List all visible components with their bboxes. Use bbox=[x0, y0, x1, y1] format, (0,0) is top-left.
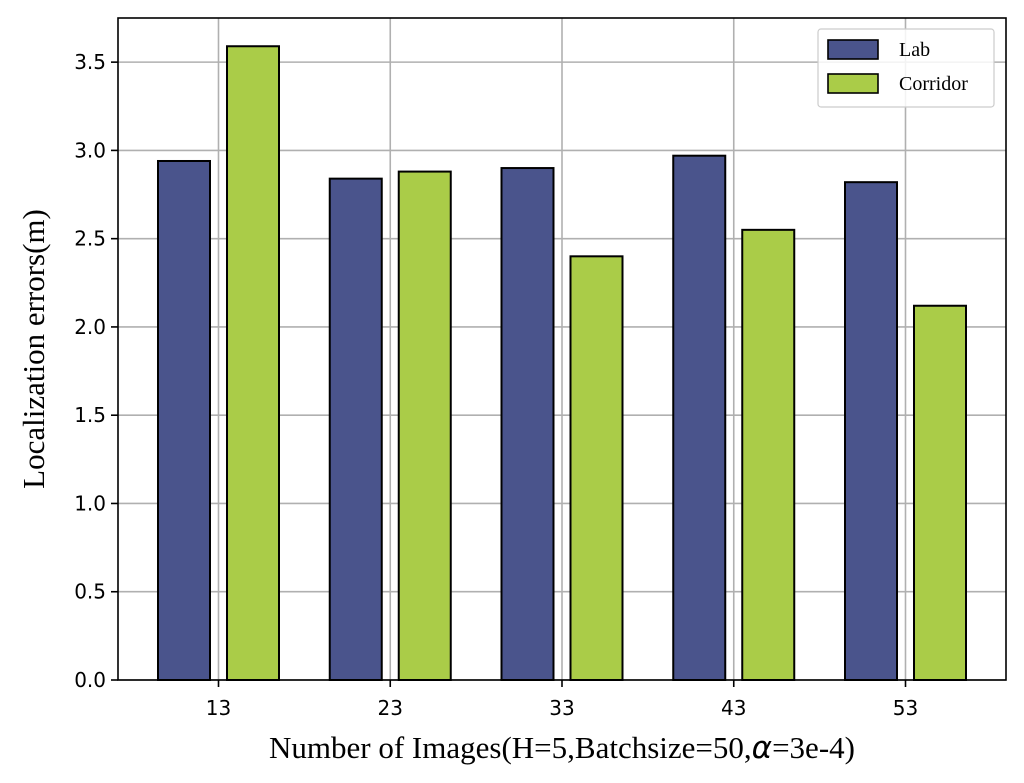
y-tick-label: 2.0 bbox=[74, 315, 106, 339]
x-axis-label: Number of Images(H=5,Batchsize=50,α=3e-4… bbox=[269, 730, 855, 766]
bar-lab-33 bbox=[500, 167, 555, 681]
bar-lab-53 bbox=[844, 181, 898, 681]
y-tick-label: 0.5 bbox=[74, 580, 106, 604]
x-tick-label: 13 bbox=[206, 696, 231, 720]
legend: Lab Corridor bbox=[817, 28, 995, 108]
x-axis-label-suffix: =3e-4) bbox=[772, 730, 855, 765]
bars bbox=[157, 45, 967, 682]
y-axis-ticks: 0.0 0.5 1.0 1.5 2.0 2.5 3.0 3.5 bbox=[74, 50, 118, 692]
x-tick-label: 53 bbox=[893, 696, 918, 720]
bar-corridor-33 bbox=[569, 255, 624, 681]
y-tick-label: 1.5 bbox=[74, 403, 106, 427]
legend-label-lab: Lab bbox=[899, 39, 930, 61]
x-axis-label-alpha: α bbox=[752, 730, 772, 766]
y-tick-label: 1.0 bbox=[74, 491, 106, 515]
y-tick-label: 2.5 bbox=[74, 227, 106, 251]
bar-lab-13 bbox=[157, 159, 211, 681]
bar-lab-43 bbox=[672, 154, 727, 682]
y-tick-label: 3.5 bbox=[74, 50, 106, 74]
legend-swatch-lab bbox=[827, 39, 879, 60]
bar-lab-23 bbox=[328, 177, 383, 682]
bar-corridor-13 bbox=[226, 45, 280, 681]
bar-corridor-53 bbox=[913, 304, 967, 681]
x-axis-ticks: 13 23 33 43 53 bbox=[206, 680, 918, 720]
x-tick-label: 43 bbox=[721, 696, 746, 720]
legend-swatch-corridor bbox=[827, 73, 879, 94]
bar-corridor-23 bbox=[397, 170, 452, 681]
bar-corridor-43 bbox=[741, 228, 796, 681]
x-axis-label-prefix: Number of Images(H=5,Batchsize=50, bbox=[269, 730, 752, 765]
x-tick-label: 23 bbox=[378, 696, 403, 720]
y-tick-label: 0.0 bbox=[74, 668, 106, 692]
y-tick-label: 3.0 bbox=[74, 138, 106, 162]
legend-label-corridor: Corridor bbox=[899, 73, 968, 95]
x-tick-label: 33 bbox=[549, 696, 574, 720]
y-axis-label: Localization errors(m) bbox=[16, 209, 51, 489]
